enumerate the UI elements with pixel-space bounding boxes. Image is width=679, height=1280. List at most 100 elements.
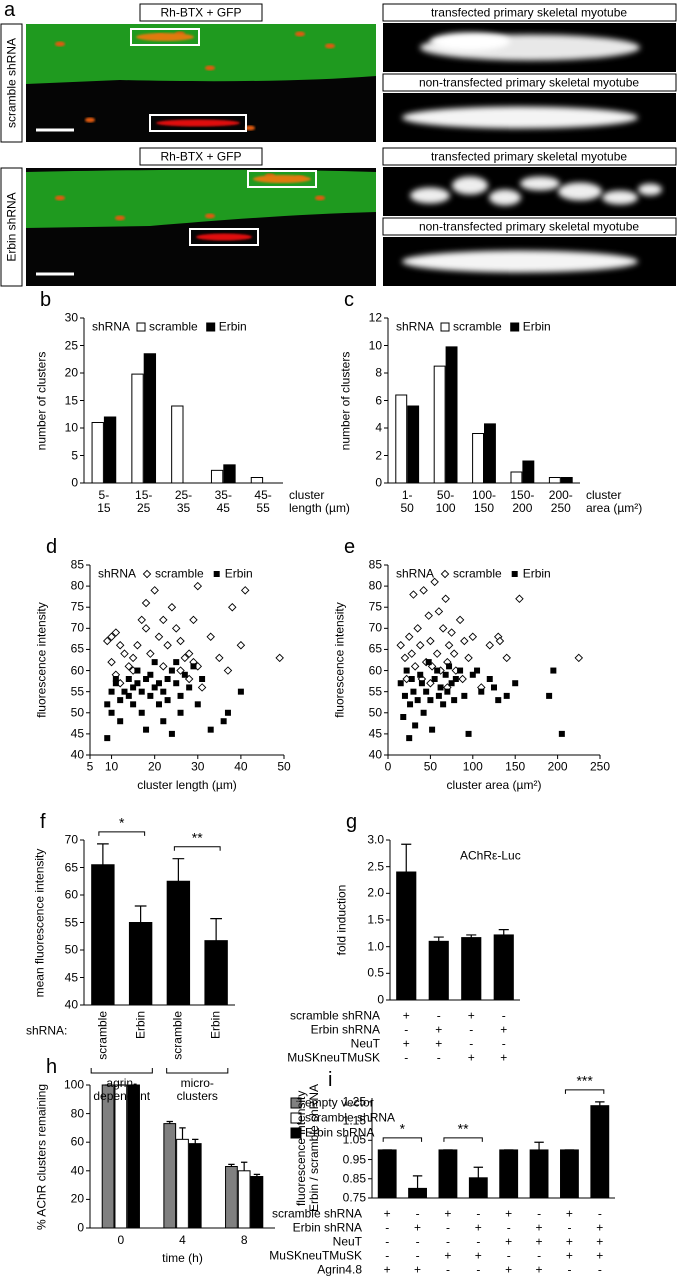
- significance-bracket: [564, 1089, 605, 1094]
- point: [412, 722, 419, 729]
- point: [117, 718, 124, 725]
- x-tick-label: 50: [277, 759, 291, 774]
- legend-label: Erbin shRNA: [305, 1125, 375, 1140]
- x-tick-label: 150- 200: [510, 488, 535, 516]
- y-tick-label: 2.5: [367, 859, 384, 874]
- point: [444, 640, 454, 650]
- point: [176, 636, 185, 646]
- ach-cluster: [115, 215, 125, 221]
- image-title: Rh-BTX + GFP: [160, 5, 242, 20]
- condition-label: MuSKneuTMuSK: [287, 1050, 380, 1065]
- point: [409, 590, 418, 599]
- legend-label: Erbin: [218, 319, 247, 334]
- bar: [127, 1084, 140, 1229]
- condition-sign: +: [402, 1008, 410, 1023]
- y-tick-label: 60: [64, 887, 78, 902]
- condition-sign: +: [500, 1050, 508, 1065]
- panel-label: h: [46, 1056, 58, 1078]
- point: [163, 640, 172, 650]
- panel-label: f: [40, 811, 46, 833]
- condition-sign: -: [597, 1262, 602, 1277]
- condition-sign: -: [385, 1220, 390, 1235]
- condition-label: MuSKneuTMuSK: [269, 1248, 362, 1263]
- zoom-cluster: [452, 176, 488, 195]
- y-tick-label: 45: [368, 726, 382, 741]
- significance-label: **: [191, 829, 203, 846]
- point: [167, 602, 177, 612]
- bar: [529, 1149, 549, 1199]
- x-tick-label: 15- 25: [135, 488, 153, 516]
- condition-sign: -: [567, 1262, 572, 1277]
- legend-marker: [510, 322, 520, 332]
- point: [164, 697, 171, 704]
- point: [420, 709, 427, 716]
- condition-sign: -: [476, 1262, 481, 1277]
- point: [134, 667, 141, 674]
- panel-label: d: [46, 536, 58, 558]
- point: [427, 662, 437, 671]
- panel-label: g: [346, 811, 358, 833]
- point: [410, 662, 420, 671]
- point: [515, 594, 524, 604]
- y-tick-label: 1.0: [367, 939, 384, 954]
- point: [112, 676, 119, 682]
- y-tick-label: 55: [64, 914, 78, 929]
- ach-cluster: [55, 41, 65, 47]
- x-tick-label: scramble: [95, 1011, 110, 1060]
- bar: [510, 471, 523, 484]
- error-bar: [166, 1120, 173, 1124]
- point: [141, 624, 151, 633]
- y-tick-label: 80: [70, 578, 84, 593]
- point: [438, 624, 448, 633]
- label-box: [0, 167, 23, 287]
- bar: [560, 1149, 579, 1199]
- group-bracket: [90, 1068, 153, 1074]
- condition-sign: +: [467, 1050, 475, 1065]
- point: [150, 586, 159, 595]
- y-tick-label: 60: [70, 662, 84, 677]
- condition-sign: +: [467, 1008, 475, 1023]
- significance-label: ***: [576, 1072, 593, 1089]
- label-box: [0, 23, 23, 143]
- point: [194, 701, 201, 708]
- group-bracket: [166, 1068, 229, 1074]
- point: [546, 692, 553, 699]
- y-tick-label: 4: [375, 420, 382, 435]
- image-title: Rh-BTX + GFP: [160, 149, 242, 164]
- x-axis-title: time (h): [162, 1251, 203, 1265]
- bar: [250, 477, 264, 484]
- panel-label: c: [344, 289, 354, 311]
- legend-label: scramble: [453, 319, 502, 334]
- point: [495, 636, 505, 646]
- point: [168, 667, 175, 674]
- point: [485, 640, 494, 650]
- point: [502, 653, 511, 663]
- bar: [461, 937, 482, 1001]
- point: [115, 640, 125, 650]
- condition-sign: +: [444, 1248, 452, 1263]
- point: [408, 676, 415, 682]
- y-tick-label: 45: [70, 726, 84, 741]
- error-bar: [97, 843, 109, 865]
- condition-sign: -: [469, 1022, 474, 1037]
- point: [137, 615, 146, 625]
- error-bar: [466, 934, 477, 938]
- bar: [428, 940, 449, 1001]
- point: [426, 636, 435, 646]
- point: [503, 692, 510, 699]
- y-axis-title: number of clusters: [338, 351, 353, 450]
- y-axis-title: fold induction: [334, 884, 349, 956]
- bar: [407, 405, 420, 484]
- point: [451, 697, 458, 704]
- point: [228, 602, 237, 612]
- ach-cluster: [156, 119, 240, 127]
- point: [207, 726, 214, 733]
- condition-sign: -: [506, 1220, 511, 1235]
- point: [112, 680, 119, 687]
- ach-cluster: [295, 31, 305, 37]
- point: [464, 653, 473, 663]
- y-tick-label: 0: [71, 475, 78, 490]
- row-label: Erbin shRNA: [3, 192, 18, 262]
- legend-title: shRNA: [92, 319, 131, 334]
- condition-sign: -: [501, 1008, 506, 1023]
